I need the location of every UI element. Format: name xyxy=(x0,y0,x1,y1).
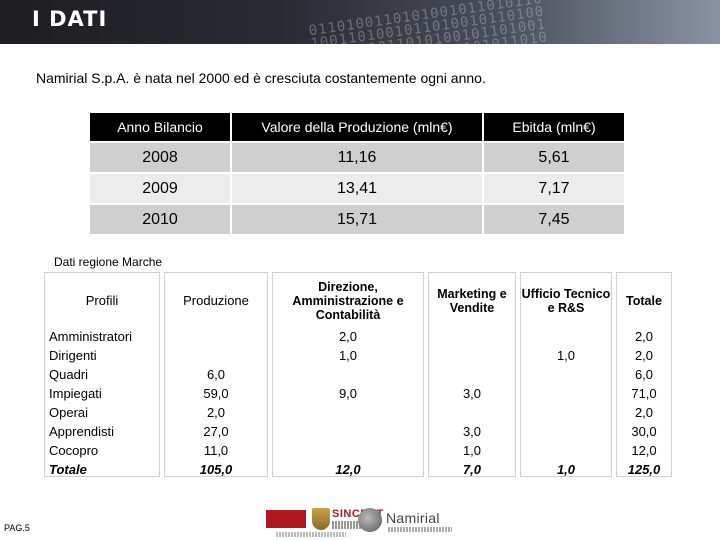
col-ebitda: Ebitda (mln€) xyxy=(484,113,624,141)
list-item: Amministratori xyxy=(49,329,133,344)
list-item: Impiegati xyxy=(49,386,102,401)
col-totale: Totale 2,0 2,0 6,0 71,0 2,0 30,0 12,0 12… xyxy=(616,272,672,477)
page-title: I DATI xyxy=(32,7,108,31)
col-direzione: Direzione, Amministrazione e Contabilità… xyxy=(272,272,424,477)
page-number: PAG.5 xyxy=(4,523,30,533)
bilancio-header-row: Anno Bilancio Valore della Produzione (m… xyxy=(90,113,624,141)
col-anno: Anno Bilancio xyxy=(90,113,230,141)
list-item-total: Totale xyxy=(49,462,87,477)
binary-pattern: 0110100110101001011010110 10011010010110… xyxy=(307,0,549,44)
intro-text: Namirial S.p.A. è nata nel 2000 ed è cre… xyxy=(36,70,486,86)
region-label: Dati regione Marche xyxy=(54,255,163,269)
shield-icon xyxy=(312,508,330,530)
bilancio-table: Anno Bilancio Valore della Produzione (m… xyxy=(88,111,626,236)
list-item: Operai xyxy=(49,405,89,420)
list-item: Cocopro xyxy=(49,443,99,458)
header-direzione: Direzione, Amministrazione e Contabilità xyxy=(292,280,404,322)
list-item: Quadri xyxy=(49,367,89,382)
list-item: Dirigenti xyxy=(49,348,97,363)
table-row: 2009 13,41 7,17 xyxy=(90,174,624,203)
header-produzione: Produzione xyxy=(183,293,249,308)
col-marketing: Marketing e Vendite 3,0 3,0 1,0 7,0 xyxy=(428,272,516,477)
table-row: 2010 15,71 7,45 xyxy=(90,205,624,234)
col-valore: Valore della Produzione (mln€) xyxy=(232,113,482,141)
globe-icon xyxy=(358,508,382,532)
list-item: Apprendisti xyxy=(49,424,115,439)
header-banner: 0110100110101001011010110 10011010010110… xyxy=(0,0,720,44)
namirial-logo: Namirial xyxy=(386,510,440,526)
header-marketing: Marketing e Vendite xyxy=(437,287,507,315)
col-profili: Profili Amministratori Dirigenti Quadri … xyxy=(44,272,160,477)
table-row: 2008 11,16 5,61 xyxy=(90,143,624,172)
header-profili: Profili xyxy=(85,293,119,308)
certification-logo xyxy=(266,510,306,528)
header-totale: Totale xyxy=(626,294,662,308)
col-produzione: Produzione 6,0 59,0 2,0 27,0 11,0 105,0 xyxy=(164,272,268,477)
col-ufficio: Ufficio Tecnico e R&S 1,0 1,0 xyxy=(520,272,612,477)
certification-number xyxy=(276,532,346,537)
namirial-tagline xyxy=(388,527,452,532)
sincert-subtext xyxy=(332,521,366,529)
header-ufficio: Ufficio Tecnico e R&S xyxy=(521,287,611,315)
footer-logos: SINCERT Namirial xyxy=(262,504,462,538)
